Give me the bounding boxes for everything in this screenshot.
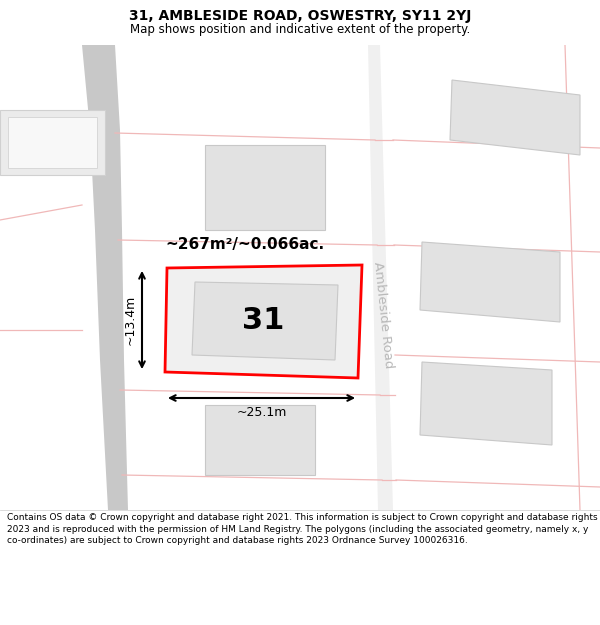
Polygon shape <box>205 405 315 475</box>
Text: ~267m²/~0.066ac.: ~267m²/~0.066ac. <box>165 237 324 252</box>
Polygon shape <box>205 145 325 230</box>
Text: Map shows position and indicative extent of the property.: Map shows position and indicative extent… <box>130 23 470 36</box>
Polygon shape <box>165 265 362 378</box>
Text: ~13.4m: ~13.4m <box>124 295 137 345</box>
Polygon shape <box>0 110 105 175</box>
Polygon shape <box>192 282 338 360</box>
Polygon shape <box>450 80 580 155</box>
Polygon shape <box>420 362 552 445</box>
Text: Ambleside Road: Ambleside Road <box>371 261 395 369</box>
Text: Contains OS data © Crown copyright and database right 2021. This information is : Contains OS data © Crown copyright and d… <box>7 514 598 544</box>
Polygon shape <box>8 117 97 168</box>
Polygon shape <box>368 45 393 510</box>
Text: ~25.1m: ~25.1m <box>236 406 287 419</box>
Text: 31: 31 <box>242 306 284 335</box>
Text: 31, AMBLESIDE ROAD, OSWESTRY, SY11 2YJ: 31, AMBLESIDE ROAD, OSWESTRY, SY11 2YJ <box>129 9 471 23</box>
Polygon shape <box>82 45 128 510</box>
Polygon shape <box>420 242 560 322</box>
